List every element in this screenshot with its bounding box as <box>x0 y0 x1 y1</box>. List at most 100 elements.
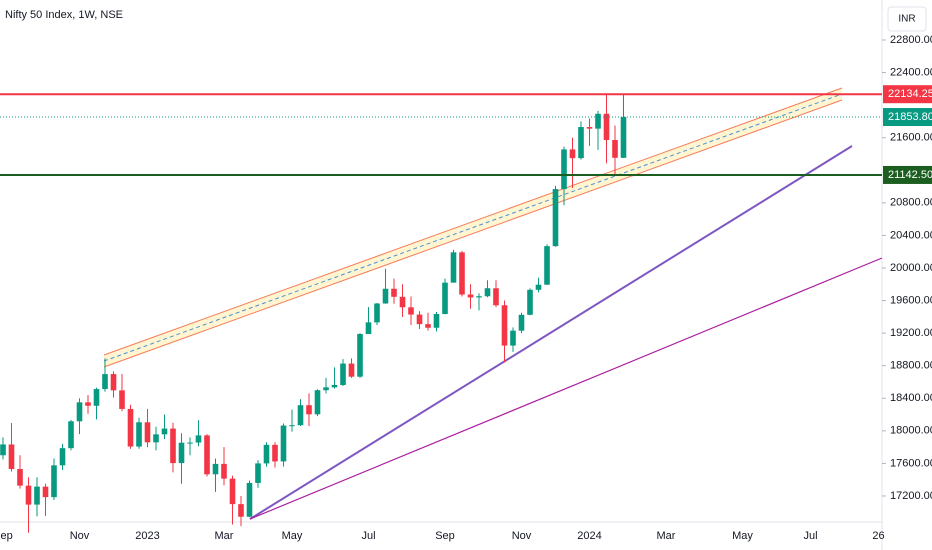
currency[interactable]: INR <box>898 14 915 25</box>
candle-body <box>178 442 185 464</box>
candle-body <box>119 390 125 409</box>
candle-body <box>306 405 312 415</box>
candle-body <box>51 465 57 498</box>
candle-body <box>263 444 270 464</box>
candle-body <box>229 478 236 505</box>
x-tick-label: Jul <box>361 530 375 542</box>
price-tag: 21142.50 <box>888 169 932 181</box>
y-tick-label: 22400.00 <box>890 66 932 78</box>
currency-box[interactable] <box>887 6 927 32</box>
candle-body <box>620 117 627 158</box>
x-tick-label: Nov <box>70 530 90 542</box>
candle-body <box>527 289 533 315</box>
candle-body <box>569 149 576 159</box>
drawings <box>103 87 883 520</box>
candle-body <box>476 296 482 298</box>
x-tick-label: Jul <box>803 530 817 542</box>
candle-body <box>25 485 32 505</box>
candle-body <box>331 384 338 388</box>
y-tick-label: 19200.00 <box>890 327 932 339</box>
x-tick-label: May <box>732 530 753 542</box>
candle-body <box>357 334 363 377</box>
candle-body <box>323 387 329 391</box>
candle-body <box>340 363 346 385</box>
candle-body <box>544 246 550 285</box>
candle-body <box>535 284 542 290</box>
candle-body <box>221 463 227 479</box>
candle-body <box>161 428 168 435</box>
candle-body <box>459 252 465 295</box>
price-tag: 22134.25 <box>888 88 932 100</box>
candle-body <box>170 428 176 464</box>
x-tick-label: Nov <box>512 530 532 542</box>
candle-body <box>408 307 414 315</box>
price-tag: 21853.80 <box>888 111 932 123</box>
candle-body <box>561 149 567 190</box>
candle-body <box>153 434 159 443</box>
candle-body <box>399 296 406 308</box>
y-tick-label: 20400.00 <box>890 229 932 241</box>
candle-body <box>102 374 108 390</box>
candle-body <box>136 422 142 447</box>
candle-body <box>68 421 74 449</box>
channel-lower <box>103 99 843 368</box>
candle-body <box>374 303 380 323</box>
candle-body <box>255 463 261 483</box>
x-tick-label: May <box>282 530 303 542</box>
candle-body <box>612 139 618 158</box>
candle-body <box>289 425 295 427</box>
candle-body <box>187 442 193 444</box>
x-tick-label: Sep <box>435 530 455 542</box>
candle-body <box>595 113 601 129</box>
chart-title: Nifty 50 Index, 1W, NSE <box>5 9 123 21</box>
candle-body <box>59 448 66 466</box>
y-tick-label: 18000.00 <box>890 425 932 437</box>
x-tick-label: 2024 <box>577 530 601 542</box>
candle-body <box>510 330 516 346</box>
candle-body <box>416 314 423 325</box>
candle-body <box>501 305 508 346</box>
candle-body <box>85 402 91 406</box>
candle-body <box>17 469 23 486</box>
candle-body <box>0 444 6 456</box>
candle-body <box>238 504 244 517</box>
candle-body <box>314 390 321 415</box>
candle-body <box>433 313 440 328</box>
candle-body <box>552 189 559 247</box>
candle-body <box>467 294 474 298</box>
y-tick-label: 22800.00 <box>890 34 932 46</box>
candle-body <box>127 408 134 447</box>
x-tick-label: Mar <box>215 530 234 542</box>
candle-body <box>195 435 202 443</box>
y-tick-label: 17200.00 <box>890 490 932 502</box>
candle-body <box>204 435 210 475</box>
candle-body <box>212 463 219 475</box>
y-tick-label: 18800.00 <box>890 360 932 372</box>
y-tick-label: 17600.00 <box>890 457 932 469</box>
candle-body <box>76 402 83 422</box>
candle-body <box>391 288 397 297</box>
candle-body <box>110 374 117 391</box>
candle-body <box>348 363 355 377</box>
price-tag-bg <box>883 165 932 184</box>
channel-upper <box>103 87 843 356</box>
candle-body <box>578 127 584 159</box>
candle-body <box>280 425 287 462</box>
price-tag-bg <box>883 85 932 104</box>
candle-body <box>493 288 499 306</box>
y-tick-label: 18400.00 <box>890 392 932 404</box>
candle-body <box>246 482 253 517</box>
candle-body <box>425 324 431 328</box>
candle-body <box>93 389 100 406</box>
x-tick-label: Sep <box>0 530 13 542</box>
candle-body <box>42 486 49 498</box>
candle-body <box>586 127 593 129</box>
candle-body <box>442 282 448 314</box>
candle-body <box>34 486 40 505</box>
trend-line <box>249 257 883 520</box>
channel-mid <box>103 93 843 362</box>
trend-line <box>249 145 853 520</box>
candle-body <box>484 288 491 297</box>
